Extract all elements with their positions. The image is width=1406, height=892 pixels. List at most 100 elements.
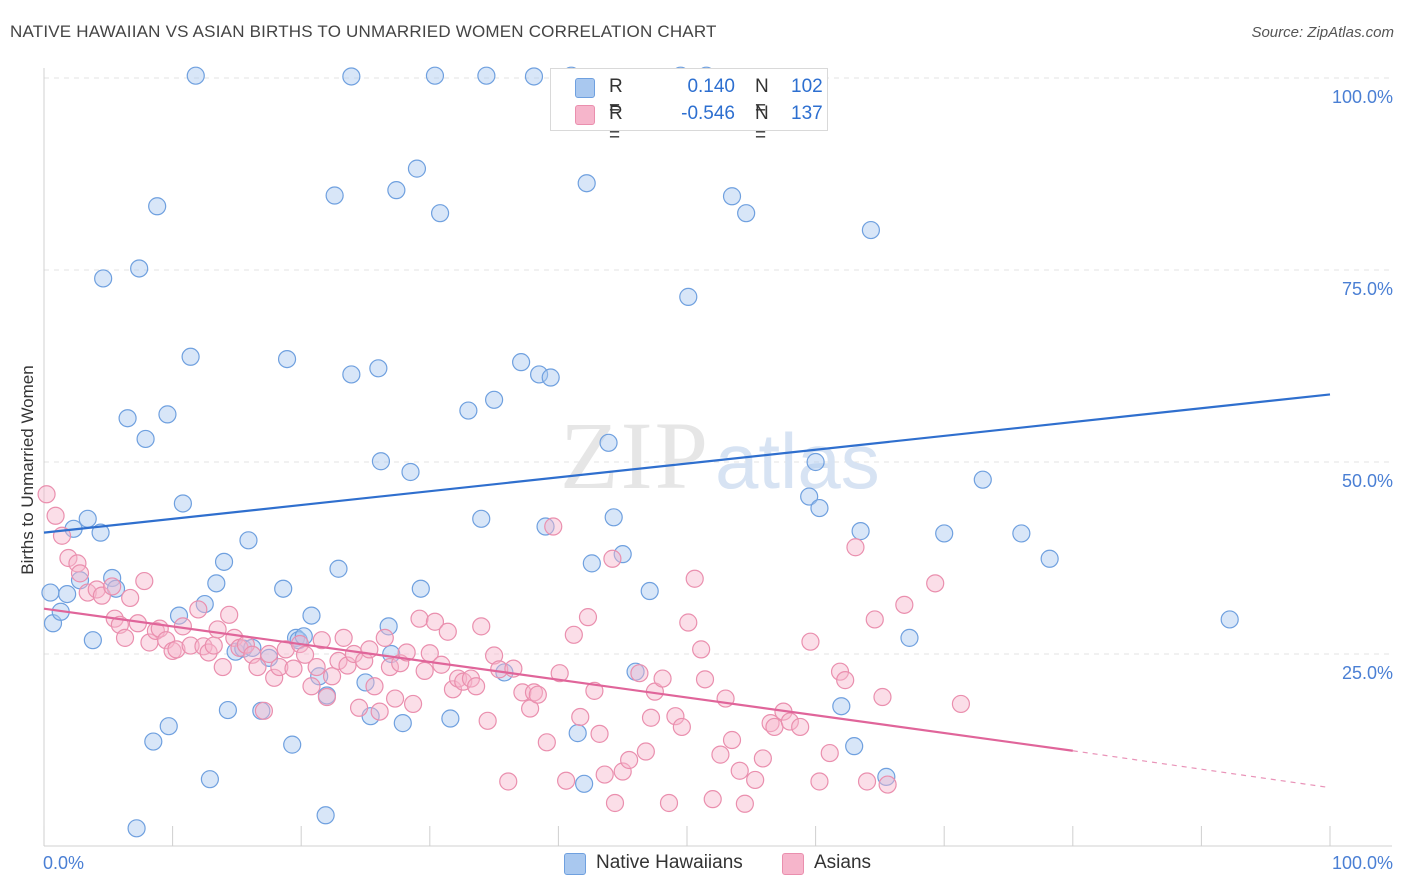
data-point-asians: [585, 681, 604, 700]
series-native-hawaiians: [41, 66, 1239, 838]
data-point-asians: [557, 771, 576, 790]
data-point-native-hawaiians: [407, 159, 427, 178]
data-point-native-hawaiians: [169, 606, 189, 625]
data-point-native-hawaiians: [530, 365, 549, 384]
data-point-asians: [204, 636, 223, 655]
data-point-native-hawaiians: [144, 732, 163, 751]
data-point-asians: [636, 742, 655, 761]
y-tick-label: 100.0%: [1332, 87, 1393, 107]
data-point-asians: [329, 651, 348, 671]
data-point-asians: [375, 628, 394, 647]
data-point-asians: [846, 538, 865, 557]
data-point-asians: [951, 694, 971, 714]
data-point-asians: [312, 631, 331, 650]
data-point-asians: [537, 733, 556, 752]
trend-line-native-hawaiians: [43, 393, 1331, 534]
data-point-asians: [571, 707, 590, 727]
data-point-native-hawaiians: [441, 709, 460, 728]
data-point-asians: [220, 605, 239, 624]
data-point-native-hawaiians: [148, 197, 167, 216]
data-point-native-hawaiians: [58, 584, 77, 604]
stats-legend: R = 0.140 N = 102 R = -0.546 N = 137: [550, 68, 828, 146]
data-point-native-hawaiians: [861, 220, 880, 240]
data-point-native-hawaiians: [411, 579, 430, 598]
y-tick-label: 50.0%: [1342, 471, 1393, 491]
data-point-asians: [295, 645, 315, 664]
x-tick-label: 100.0%: [1332, 853, 1393, 873]
data-point-native-hawaiians: [810, 498, 829, 518]
data-point-asians: [276, 640, 295, 659]
watermark-zip: ZIP: [560, 402, 710, 509]
data-point-native-hawaiians: [737, 204, 756, 223]
data-point-asians: [801, 632, 820, 651]
data-point-asians: [753, 749, 772, 768]
data-point-asians: [550, 664, 569, 683]
data-point-asians: [605, 793, 625, 813]
trend-line-asians-extension: [1072, 750, 1331, 789]
data-point-asians: [735, 794, 754, 813]
data-point-native-hawaiians: [582, 554, 601, 573]
legend-swatch-pink: [782, 853, 804, 875]
data-point-asians: [746, 770, 765, 790]
data-point-asians: [765, 717, 784, 737]
data-point-asians: [338, 656, 357, 675]
data-point-native-hawaiians: [599, 433, 618, 452]
data-point-native-hawaiians: [679, 287, 698, 306]
data-point-asians: [438, 622, 457, 641]
source-label: Source: ZipAtlas.com: [1251, 24, 1394, 41]
data-point-asians: [189, 600, 208, 619]
data-point-asians: [448, 669, 468, 688]
data-point-native-hawaiians: [973, 470, 992, 489]
data-point-asians: [270, 657, 289, 677]
data-point-asians: [666, 707, 685, 726]
data-point-native-hawaiians: [342, 67, 361, 86]
data-point-asians: [873, 687, 892, 707]
data-point-asians: [791, 717, 810, 737]
data-point-asians: [820, 743, 839, 763]
data-point-native-hawaiians: [575, 774, 594, 793]
data-point-asians: [157, 631, 176, 650]
data-point-native-hawaiians: [218, 700, 237, 720]
data-point-asians: [103, 577, 122, 596]
data-point-native-hawaiians: [425, 66, 445, 85]
data-point-asians: [810, 772, 829, 791]
data-point-asians: [259, 644, 279, 664]
data-point-native-hawaiians: [387, 181, 406, 200]
data-point-asians: [730, 761, 749, 780]
data-point-native-hawaiians: [94, 269, 113, 288]
data-point-native-hawaiians: [369, 359, 388, 378]
data-point-native-hawaiians: [186, 66, 205, 85]
data-point-native-hawaiians: [41, 583, 60, 602]
data-point-native-hawaiians: [430, 204, 450, 223]
data-point-asians: [248, 657, 267, 677]
data-point-native-hawaiians: [1220, 610, 1239, 629]
data-point-native-hawaiians: [78, 509, 97, 528]
data-point-native-hawaiians: [316, 806, 335, 825]
data-point-asians: [70, 564, 90, 583]
data-point-native-hawaiians: [832, 697, 851, 716]
data-point-native-hawaiians: [371, 452, 391, 471]
data-point-asians: [836, 671, 855, 690]
data-point-asians: [334, 628, 353, 647]
data-point-native-hawaiians: [200, 770, 219, 789]
data-point-asians: [630, 664, 649, 683]
data-point-asians: [181, 636, 200, 655]
data-point-asians: [857, 772, 877, 791]
data-point-native-hawaiians: [393, 714, 412, 733]
data-point-asians: [443, 680, 463, 699]
data-point-asians: [499, 772, 518, 791]
legend-swatch-pink: [575, 105, 595, 125]
data-point-native-hawaiians: [541, 368, 560, 387]
data-point-asians: [595, 765, 614, 784]
data-point-asians: [349, 698, 369, 717]
data-point-native-hawaiians: [91, 523, 110, 542]
data-point-asians: [167, 640, 186, 659]
data-point-native-hawaiians: [536, 517, 555, 536]
data-point-native-hawaiians: [274, 579, 293, 598]
data-point-native-hawaiians: [1012, 524, 1031, 543]
data-point-native-hawaiians: [173, 494, 192, 513]
data-point-asians: [385, 689, 405, 708]
r-value: 0.140: [687, 76, 735, 97]
data-point-native-hawaiians: [851, 522, 870, 541]
